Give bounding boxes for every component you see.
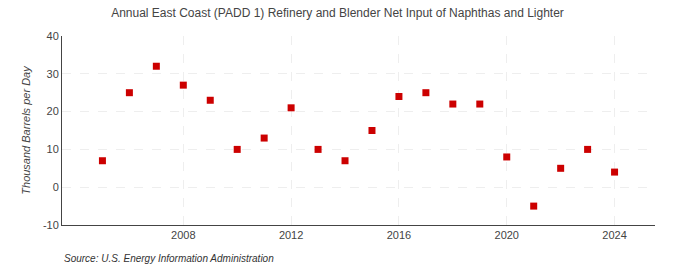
svg-text:30: 30 [47,68,59,80]
svg-text:2008: 2008 [171,229,195,241]
svg-text:2020: 2020 [495,229,519,241]
svg-text:10: 10 [47,143,59,155]
svg-text:2012: 2012 [279,229,303,241]
svg-text:-10: -10 [43,219,59,231]
svg-text:2024: 2024 [602,229,626,241]
svg-text:Annual East Coast (PADD 1) Ref: Annual East Coast (PADD 1) Refinery and … [111,6,564,20]
svg-text:20: 20 [47,105,59,117]
svg-text:Thousand Barrels per Day: Thousand Barrels per Day [20,65,32,195]
svg-text:Source: U.S. Energy Informatio: Source: U.S. Energy Information Administ… [64,253,274,264]
svg-text:40: 40 [47,30,59,42]
svg-text:2016: 2016 [387,229,411,241]
svg-text:0: 0 [53,181,59,193]
